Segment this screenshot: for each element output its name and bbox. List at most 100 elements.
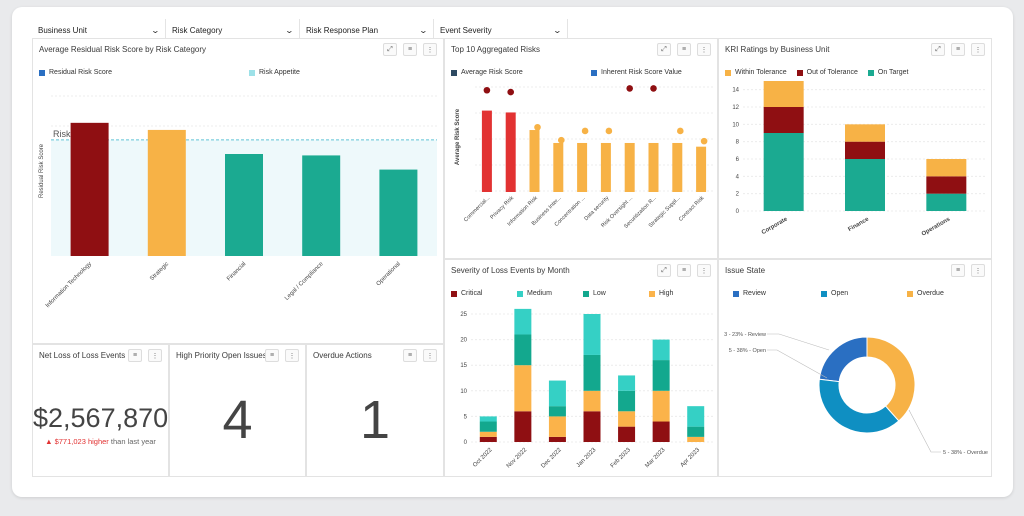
net-loss-panel: Net Loss of Loss Events ≡ ⋮ $2,567,870 ▲… [32, 344, 169, 477]
more-options-icon[interactable]: ⋮ [697, 264, 711, 277]
inherent-point-2 [534, 123, 541, 131]
y-tick-label: 10 [732, 122, 739, 128]
legend-open[interactable]: Open [821, 290, 897, 297]
filter-label: Event Severity [440, 26, 492, 35]
more-options-icon[interactable]: ⋮ [971, 43, 985, 56]
legend-residual[interactable]: Residual Risk Score [39, 69, 239, 76]
bar-high-2 [548, 416, 566, 437]
legend-overdue[interactable]: Overdue [907, 290, 944, 297]
x-tick-label: Apr 2023 [680, 447, 702, 469]
expand-icon[interactable]: ⤢ [657, 264, 671, 277]
filter-icon[interactable]: ≡ [951, 264, 965, 277]
more-options-icon[interactable]: ⋮ [148, 349, 162, 362]
overdue-actions-value: 1 [359, 390, 391, 450]
net-loss-value: $2,567,870 [33, 403, 169, 433]
filter-icon[interactable]: ≡ [265, 349, 279, 362]
bar-high-0 [479, 431, 497, 437]
bar-4 [379, 169, 418, 256]
bar-1 [505, 112, 516, 192]
legend-average[interactable]: Average Risk Score [451, 69, 581, 76]
y-tick-label: 4 [736, 174, 740, 180]
leader-line [908, 409, 941, 453]
slice-overdue [866, 336, 916, 422]
legend-high[interactable]: High [649, 290, 673, 297]
expand-icon[interactable]: ⤢ [383, 43, 397, 56]
legend-medium[interactable]: Medium [517, 290, 573, 297]
y-tick-label: 14 [732, 88, 739, 94]
bar-high-5 [652, 390, 670, 422]
legend-on-target[interactable]: On Target [867, 69, 909, 76]
y-tick-label: 15 [460, 363, 467, 369]
arrow-up-icon: ▲ [45, 437, 53, 446]
x-tick-label: Strategic [149, 261, 170, 282]
panel-title: Overdue Actions [313, 351, 372, 360]
inherent-point-3 [558, 136, 565, 144]
bar-critical-0 [479, 436, 497, 442]
chevron-down-icon: ⌄ [552, 26, 563, 35]
legend-critical[interactable]: Critical [451, 290, 507, 297]
bar-on-target-0 [763, 133, 804, 211]
more-options-icon[interactable]: ⋮ [971, 264, 985, 277]
filter-icon[interactable]: ≡ [128, 349, 142, 362]
filter-icon[interactable]: ≡ [403, 349, 417, 362]
x-tick-label: Corporate [761, 216, 789, 236]
slice-label-open: 5 - 38% - Open [729, 348, 766, 354]
bar-5 [600, 142, 611, 192]
more-options-icon[interactable]: ⋮ [697, 43, 711, 56]
filter-label: Risk Category [172, 26, 223, 35]
inherent-point-1 [507, 88, 514, 96]
bar-low-2 [548, 406, 566, 417]
x-tick-label: Legal / Compliance [284, 261, 325, 302]
legend-within[interactable]: Within Tolerance [725, 69, 787, 76]
x-tick-label: Feb 2023 [610, 447, 633, 470]
more-options-icon[interactable]: ⋮ [423, 43, 437, 56]
more-options-icon[interactable]: ⋮ [423, 349, 437, 362]
legend-low[interactable]: Low [583, 290, 639, 297]
slice-label-review: 3 - 23% - Review [724, 332, 766, 338]
issue-state-panel: Issue State ≡ ⋮ Review Open Overdue 3 - … [718, 259, 992, 477]
chevron-down-icon: ⌄ [418, 26, 429, 35]
legend-out[interactable]: Out of Tolerance [796, 69, 858, 76]
leader-line [767, 349, 828, 379]
leader-line [767, 333, 830, 351]
expand-icon[interactable]: ⤢ [931, 43, 945, 56]
filter-label: Risk Response Plan [306, 26, 379, 35]
filter-icon[interactable]: ≡ [951, 43, 965, 56]
more-options-icon[interactable]: ⋮ [285, 349, 299, 362]
slice-review [818, 336, 868, 383]
inherent-point-9 [700, 137, 708, 145]
bar-medium-6 [687, 406, 705, 427]
filter-icon[interactable]: ≡ [403, 43, 417, 56]
bar-out-of-tolerance-1 [845, 141, 885, 159]
panel-title: Average Residual Risk Score by Risk Cate… [39, 45, 207, 54]
bar-on-target-1 [845, 159, 885, 211]
x-tick-label: Nov 2022 [506, 447, 529, 470]
x-tick-label: Privacy Risk [489, 195, 515, 221]
chevron-down-icon: ⌄ [150, 26, 161, 35]
bar-critical-5 [652, 421, 670, 442]
inherent-point-4 [581, 127, 589, 135]
legend-review[interactable]: Review [733, 290, 811, 297]
x-tick-label: Oct 2022 [472, 447, 494, 469]
y-tick-label: 20 [460, 338, 467, 344]
x-tick-label: Operational [376, 261, 402, 287]
x-tick-label: Financial [226, 261, 247, 282]
legend-inherent[interactable]: Inherent Risk Score Value [591, 69, 682, 76]
bar-medium-5 [652, 339, 670, 361]
slice-label-overdue: 5 - 38% - Overdue [943, 450, 988, 456]
issue-state-chart: 3 - 23% - Review 5 - 38% - Open 5 - 38% - … [724, 332, 988, 456]
bar-0 [481, 110, 492, 192]
filter-icon[interactable]: ≡ [677, 43, 691, 56]
panel-title: KRI Ratings by Business Unit [725, 45, 830, 54]
panel-title: Top 10 Aggregated Risks [451, 45, 540, 54]
severity-panel: Severity of Loss Events by Month ⤢ ≡ ⋮ C… [444, 259, 718, 477]
legend-appetite[interactable]: Risk Appetite [249, 69, 300, 76]
bar-high-6 [687, 436, 705, 442]
filter-icon[interactable]: ≡ [677, 264, 691, 277]
y-tick-label: 0 [736, 209, 740, 215]
bar-low-3 [583, 354, 601, 391]
expand-icon[interactable]: ⤢ [657, 43, 671, 56]
bar-medium-4 [618, 375, 636, 391]
x-tick-label: Jan 2023 [576, 447, 598, 469]
bar-out-of-tolerance-0 [763, 107, 804, 133]
